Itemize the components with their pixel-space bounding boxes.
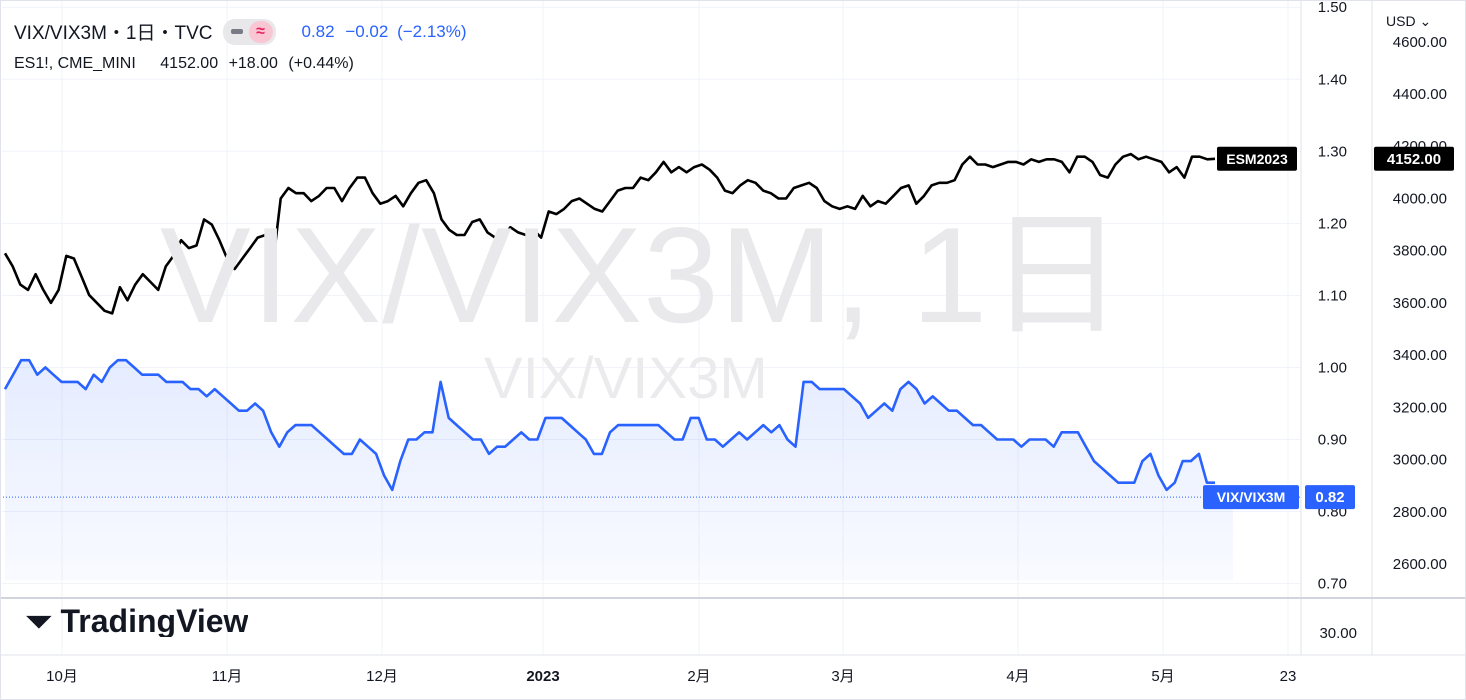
time-axis-label: 12月 <box>366 668 398 685</box>
tradingview-logo: ⏷ TradingView <box>26 603 248 637</box>
es-tick-label: 4600.00 <box>1393 34 1447 51</box>
ratio-tick-label: 0.70 <box>1318 576 1347 593</box>
es-line <box>3 152 1216 315</box>
ratio-tick-label: 1.00 <box>1318 359 1347 376</box>
bottom-pane-tick: 30.00 <box>1319 625 1357 642</box>
legend-controls[interactable]: ≈ <box>222 18 276 45</box>
ratio-line <box>3 358 1215 492</box>
chevron-down-icon: ⌄ <box>1419 13 1432 29</box>
ratio-area-fill <box>5 360 1233 580</box>
es-name-label: ESM2023 <box>1226 151 1288 167</box>
legend-price: 0.82 <box>301 21 335 41</box>
time-axis-label: 2023 <box>526 668 559 685</box>
tradingview-logo-text: TradingView <box>60 603 249 637</box>
ratio-price-label: 0.82 <box>1315 489 1344 506</box>
es-price-tag <box>1374 146 1454 171</box>
time-axis-label: 2月 <box>687 668 710 685</box>
time-axis-label: 10月 <box>46 668 78 685</box>
es-tick-label: 4400.00 <box>1393 86 1447 103</box>
watermark-small: VIX/VIX3M <box>484 346 768 411</box>
legend-change: −0.02 <box>345 21 389 41</box>
time-axis-label: 3月 <box>831 668 854 685</box>
ratio-tick-label: 0.90 <box>1318 431 1347 448</box>
ratio-tick-label: 1.30 <box>1318 143 1347 160</box>
series-group <box>3 152 1216 492</box>
tradingview-logo-mark: ⏷ <box>26 603 52 637</box>
ratio-price-tag <box>1305 485 1355 510</box>
hide-icon[interactable] <box>230 29 243 34</box>
legend-secondary-change: +18.00 <box>228 55 278 72</box>
ratio-name-label: VIX/VIX3M <box>1217 489 1285 505</box>
legend-values: 0.82 −0.02 (−2.13%) <box>302 22 467 42</box>
es-tick-label: 2600.00 <box>1393 556 1447 573</box>
es-tick-label: 3800.00 <box>1393 243 1447 260</box>
ratio-name-tag <box>1203 485 1299 510</box>
legend-secondary-symbol[interactable]: ES1!, CME_MINI <box>14 55 136 72</box>
wave-icon[interactable]: ≈ <box>248 20 273 43</box>
currency-label: USD <box>1386 13 1416 29</box>
legend-secondary-price: 4152.00 <box>160 55 219 72</box>
legend-secondary: ES1!, CME_MINI 4152.00 +18.00 (+0.44%) <box>14 55 354 73</box>
ratio-tick-label: 1.50 <box>1318 0 1347 16</box>
watermark-main: VIX/VIX3M, 1日 <box>160 199 1126 351</box>
ratio-tick-label: 1.10 <box>1318 287 1347 304</box>
es-tick-label: 3200.00 <box>1393 399 1447 416</box>
es-tick-label: 4000.00 <box>1393 190 1447 207</box>
es-tick-label: 2800.00 <box>1393 504 1447 521</box>
legend-change-pct: (−2.13%) <box>397 21 467 41</box>
legend-symbol[interactable]: VIX/VIX3M・1日・TVC <box>14 23 213 44</box>
es-tick-label: 3600.00 <box>1393 295 1447 312</box>
es-price-label: 4152.00 <box>1387 151 1441 168</box>
legend-main: VIX/VIX3M・1日・TVC ≈ 0.82 −0.02 (−2.13%) <box>14 18 467 45</box>
legend-secondary-change-pct: (+0.44%) <box>288 55 354 72</box>
time-axis-label: 23 <box>1280 668 1297 685</box>
es-tick-label: 3400.00 <box>1393 347 1447 364</box>
ratio-tick-label: 1.20 <box>1318 215 1347 232</box>
time-axis-label: 11月 <box>212 668 243 685</box>
es-name-tag <box>1217 146 1297 171</box>
currency-selector[interactable]: USD ⌄ <box>1386 13 1431 30</box>
es-tick-label: 3000.00 <box>1393 452 1447 469</box>
ratio-tick-label: 1.40 <box>1318 71 1347 88</box>
time-axis-label: 5月 <box>1151 668 1174 685</box>
time-axis-label: 4月 <box>1006 668 1029 685</box>
